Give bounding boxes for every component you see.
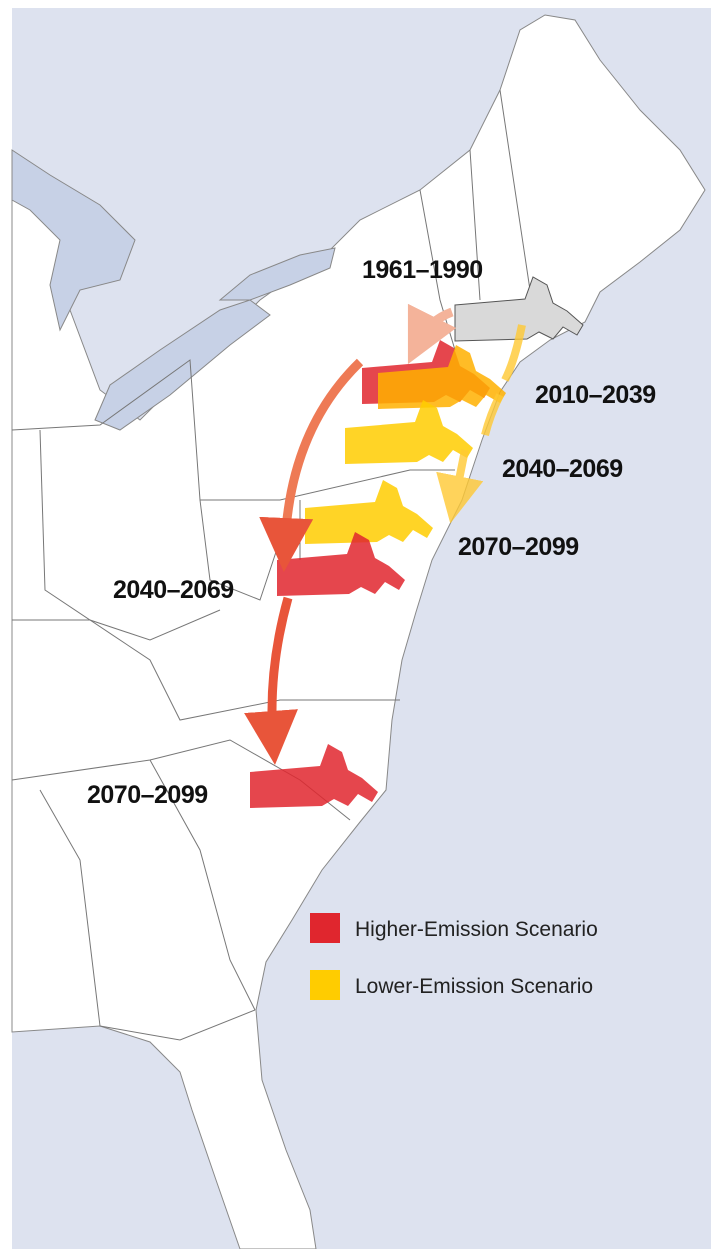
period-label: 2040–2069 [113, 576, 234, 604]
legend-swatch [310, 913, 340, 943]
legend-label: Higher-Emission Scenario [355, 918, 598, 941]
arrow [407, 303, 457, 365]
legend-label: Lower-Emission Scenario [355, 975, 593, 998]
period-label: 2040–2069 [502, 455, 623, 483]
arrow [244, 596, 298, 765]
period-label: 2010–2039 [535, 381, 656, 409]
state-borders [11, 89, 531, 1041]
arrow [259, 358, 364, 572]
lake [11, 149, 136, 332]
lake [218, 247, 336, 301]
period-label: 1961–1990 [362, 256, 483, 284]
period-label: 2070–2099 [458, 533, 579, 561]
legend-swatch [310, 970, 340, 1000]
period-label: 2070–2099 [87, 781, 208, 809]
arrow [455, 324, 526, 500]
